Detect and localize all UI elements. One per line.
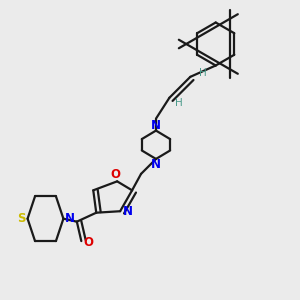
Text: O: O [84,236,94,249]
Text: N: N [151,158,161,171]
Text: O: O [111,168,121,181]
Text: N: N [151,119,161,132]
Text: H: H [199,68,207,78]
Text: N: N [123,205,133,218]
Text: H: H [175,98,183,108]
Text: S: S [17,212,25,225]
Text: N: N [65,212,75,225]
